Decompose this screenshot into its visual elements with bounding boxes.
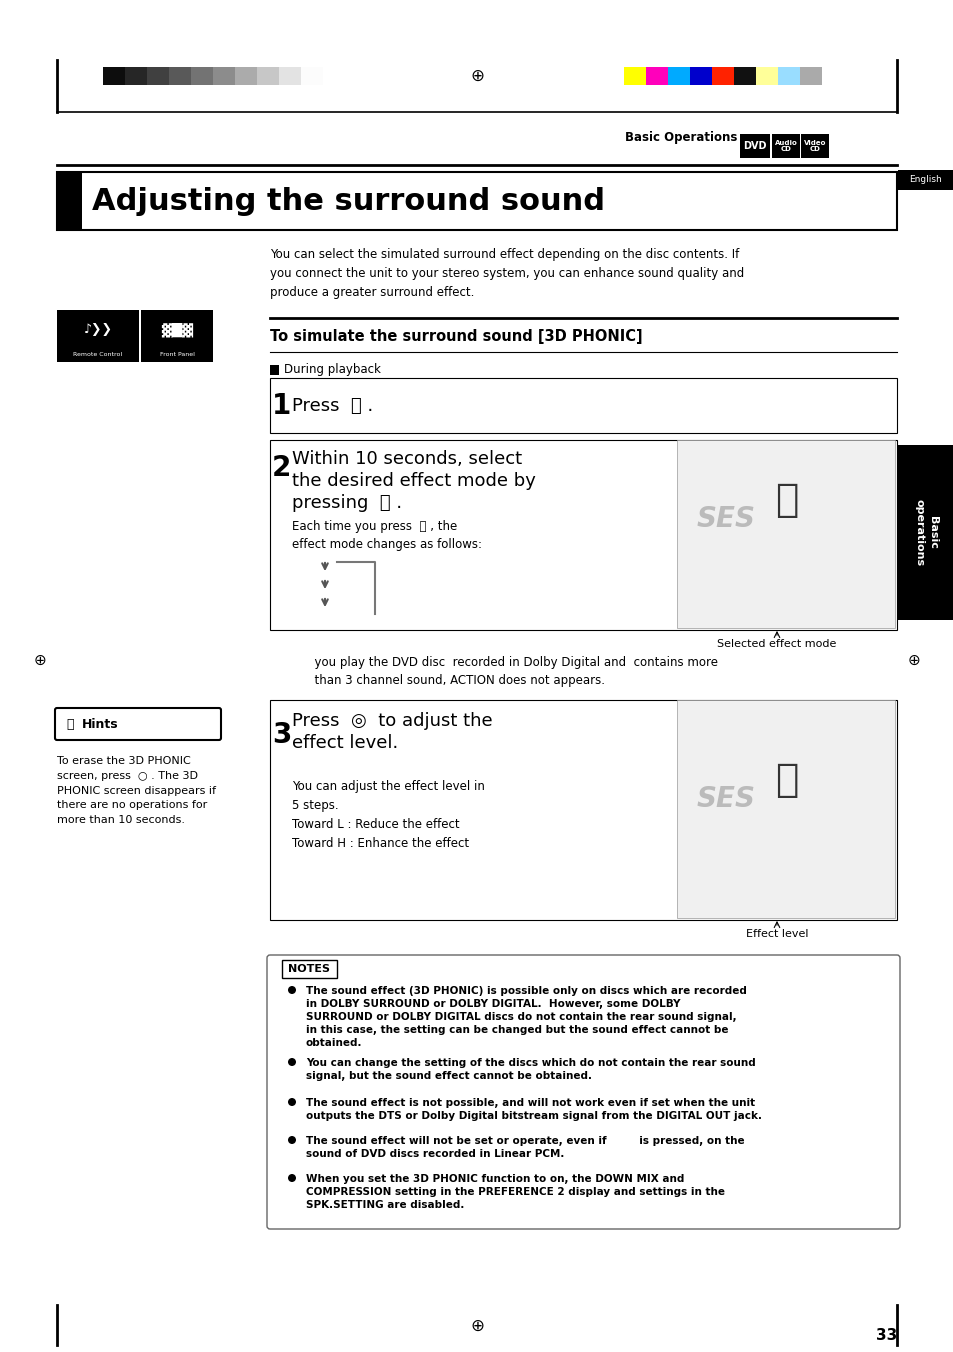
Bar [667, 68, 689, 85]
Text: You can select the simulated surround effect depending on the disc contents. If
: You can select the simulated surround ef… [270, 247, 743, 299]
Bar [645, 68, 667, 85]
Text: You can adjust the effect level in
5 steps.
Toward L : Reduce the effect
Toward : You can adjust the effect level in 5 ste… [292, 780, 484, 850]
Text: 🚶: 🚶 [775, 761, 798, 799]
Bar [689, 68, 711, 85]
Bar [270, 379, 896, 433]
Bar [270, 365, 278, 375]
Text: Within 10 seconds, select: Within 10 seconds, select [292, 450, 521, 468]
Text: When you set the 3D PHONIC function to on, the DOWN MIX and
COMPRESSION setting : When you set the 3D PHONIC function to o… [306, 1174, 724, 1210]
Bar [57, 172, 82, 230]
Text: Each time you press  ⎕ , the
effect mode changes as follows:: Each time you press ⎕ , the effect mode … [292, 521, 481, 552]
Bar [800, 68, 821, 85]
Circle shape [288, 1174, 295, 1182]
Text: Press  ◎  to adjust the: Press ◎ to adjust the [292, 713, 492, 730]
Bar [282, 960, 336, 977]
Text: ⊕: ⊕ [906, 653, 920, 668]
Bar [623, 68, 645, 85]
Bar [771, 134, 800, 158]
Bar [57, 172, 896, 230]
Bar [213, 68, 234, 85]
Text: English: English [908, 176, 942, 184]
Bar [270, 700, 896, 919]
Text: Selected effect mode: Selected effect mode [717, 639, 836, 649]
Text: ⊕: ⊕ [33, 653, 47, 668]
Text: ♪❯❯: ♪❯❯ [84, 323, 112, 337]
Text: The sound effect is not possible, and will not work even if set when the unit
ou: The sound effect is not possible, and wi… [306, 1098, 761, 1121]
Text: The sound effect will not be set or operate, even if         is pressed, on the
: The sound effect will not be set or oper… [306, 1136, 744, 1159]
Circle shape [288, 1098, 295, 1106]
FancyBboxPatch shape [55, 708, 221, 740]
Text: Audio
CD: Audio CD [774, 139, 797, 153]
Bar [897, 445, 953, 621]
Text: 3: 3 [272, 721, 291, 749]
Bar [740, 134, 769, 158]
Bar [147, 68, 169, 85]
Bar [103, 68, 125, 85]
Text: SES: SES [697, 506, 755, 533]
Bar [711, 68, 733, 85]
Bar [677, 700, 894, 918]
Text: Basic Operations: Basic Operations [624, 131, 737, 145]
Text: 2: 2 [272, 454, 291, 483]
Text: DVD: DVD [742, 141, 766, 151]
Circle shape [288, 1059, 295, 1065]
Bar [270, 439, 896, 630]
Text: ⊕: ⊕ [470, 68, 483, 85]
Text: To simulate the surround sound [3D PHONIC]: To simulate the surround sound [3D PHONI… [270, 329, 642, 343]
Text: the desired effect mode by: the desired effect mode by [292, 472, 536, 489]
Text: 33: 33 [875, 1328, 896, 1343]
Text: Adjusting the surround sound: Adjusting the surround sound [91, 187, 604, 215]
Text: 1: 1 [272, 392, 291, 419]
Bar [897, 170, 953, 191]
Bar [278, 68, 301, 85]
Bar [141, 310, 213, 362]
Text: NOTES: NOTES [288, 964, 330, 973]
Text: ▓█▓: ▓█▓ [161, 323, 193, 337]
Text: Remote Control: Remote Control [73, 353, 122, 357]
Text: Basic
operations: Basic operations [913, 499, 937, 566]
Bar [677, 439, 894, 627]
Bar [301, 68, 323, 85]
Text: effect level.: effect level. [292, 734, 397, 752]
Text: You can change the setting of the discs which do not contain the rear sound
sign: You can change the setting of the discs … [306, 1059, 755, 1082]
Text: pressing  ⎕ .: pressing ⎕ . [292, 493, 402, 512]
Text: Front Panel: Front Panel [159, 353, 194, 357]
Bar [169, 68, 191, 85]
Circle shape [288, 986, 295, 994]
Bar [778, 68, 800, 85]
Bar [801, 134, 828, 158]
Text: Effect level: Effect level [745, 929, 807, 940]
FancyBboxPatch shape [267, 955, 899, 1229]
Text: 🚶: 🚶 [775, 481, 798, 519]
Bar [755, 68, 778, 85]
Text: 🌿: 🌿 [66, 718, 73, 730]
Bar [256, 68, 278, 85]
Bar [191, 68, 213, 85]
Text: To erase the 3D PHONIC
screen, press  ○ . The 3D
PHONIC screen disappears if
the: To erase the 3D PHONIC screen, press ○ .… [57, 756, 215, 825]
Text: Video
CD: Video CD [803, 139, 825, 153]
Bar [57, 310, 139, 362]
Bar [733, 68, 755, 85]
Text: Hints: Hints [82, 718, 118, 730]
Text: you play the DVD disc  recorded in Dolby Digital and  contains more
      than 3: you play the DVD disc recorded in Dolby … [292, 656, 718, 687]
Text: The sound effect (3D PHONIC) is possible only on discs which are recorded
in DOL: The sound effect (3D PHONIC) is possible… [306, 986, 746, 1048]
Bar [125, 68, 147, 85]
Text: During playback: During playback [284, 364, 380, 376]
Bar [234, 68, 256, 85]
Text: ⊕: ⊕ [470, 1317, 483, 1334]
Text: Press  ⎕ .: Press ⎕ . [292, 396, 373, 415]
Circle shape [288, 1136, 295, 1144]
Text: SES: SES [697, 786, 755, 813]
